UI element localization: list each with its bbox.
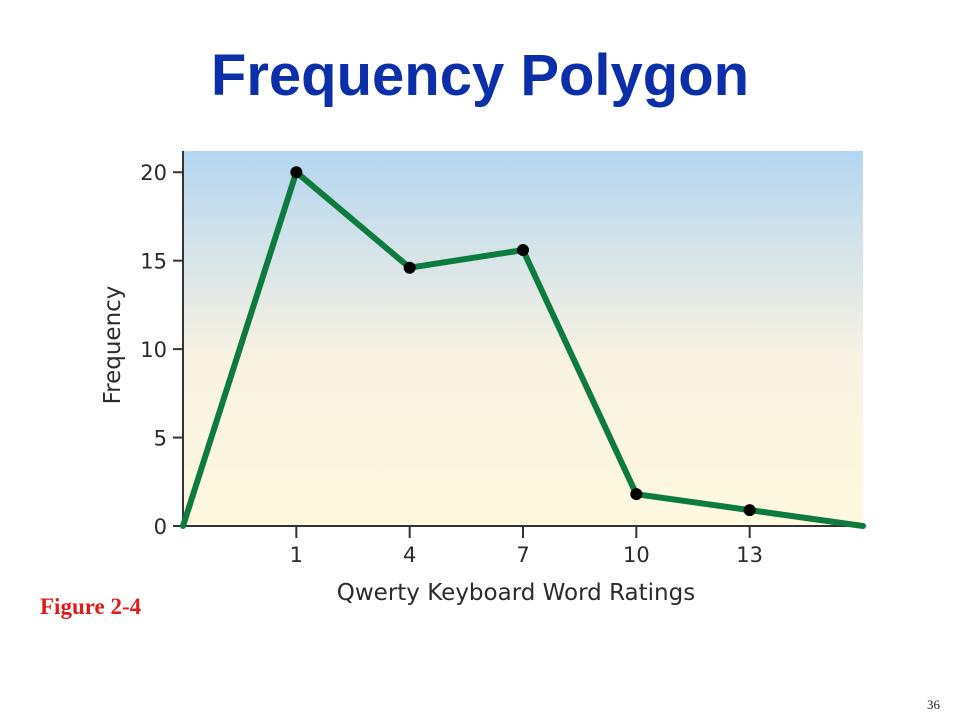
x-tick-label: 1 [290,543,303,567]
x-tick-label: 4 [403,543,416,567]
plot-area [183,151,863,526]
y-tick-label: 0 [154,515,167,539]
x-tick-label: 13 [736,543,763,567]
x-tick-label: 10 [623,543,650,567]
data-point-marker [290,166,303,179]
y-tick-label: 15 [140,250,167,274]
slide-number: 36 [927,697,940,712]
data-point-marker [517,244,529,257]
x-axis-label: Qwerty Keyboard Word Ratings [337,580,695,606]
x-tick-label: 7 [516,543,529,567]
y-axis-label: Frequency [100,286,126,405]
y-tick-label: 10 [140,338,167,362]
y-tick-label: 5 [154,427,167,451]
data-point-marker [743,504,756,517]
page-title: Frequency Polygon [210,43,750,108]
figure-caption: Figure 2-4 [40,594,142,619]
y-tick-label: 20 [140,161,167,185]
data-point-marker [403,261,416,274]
data-point-marker [630,488,643,501]
